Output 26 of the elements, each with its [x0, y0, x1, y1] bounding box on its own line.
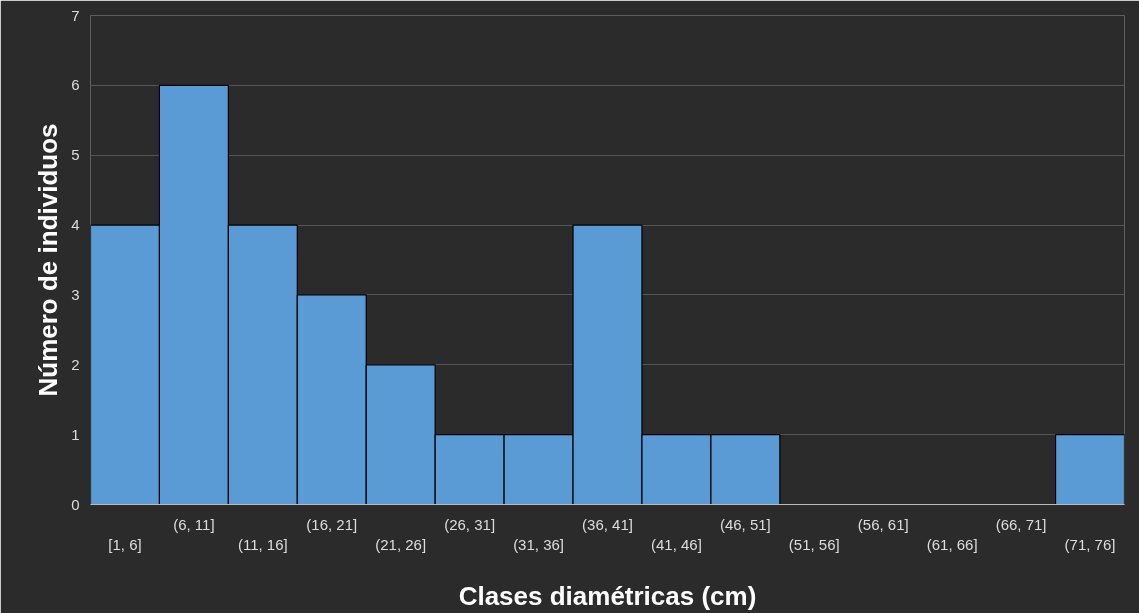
x-tick-label: (61, 66]	[926, 535, 978, 553]
x-tick-label: (6, 11]	[173, 515, 215, 533]
y-axis-title: Número de individuos	[33, 123, 64, 397]
y-tick-label: 2	[71, 355, 80, 373]
x-tick-label: (21, 26]	[375, 535, 427, 553]
bar	[1054, 434, 1125, 505]
y-tick-label: 1	[71, 425, 80, 443]
x-tick-label: (66, 71]	[995, 515, 1047, 533]
x-tick-label: (51, 56]	[788, 535, 840, 553]
x-tick-label: (11, 16]	[237, 535, 288, 553]
x-tick-label: (41, 46]	[651, 535, 702, 553]
x-tick-label: (46, 51]	[719, 515, 771, 533]
y-tick-label: 0	[71, 495, 80, 513]
x-tick-label: (31, 36]	[513, 535, 565, 553]
y-tick-label: 3	[71, 285, 80, 303]
x-tick-label: [1, 6]	[108, 535, 142, 553]
x-tick-label: (26, 31]	[444, 515, 496, 533]
y-tick-label: 4	[71, 216, 80, 234]
y-tick-label: 6	[71, 76, 80, 94]
x-tick-label: (56, 61]	[857, 515, 909, 533]
x-tick-label: (36, 41]	[582, 515, 633, 533]
x-tick-label: (16, 21]	[306, 515, 358, 533]
y-tick-label: 5	[71, 146, 80, 164]
y-tick-label: 7	[71, 6, 80, 24]
x-tick-label: (71, 76]	[1064, 535, 1116, 553]
x-axis-title: Clases diamétricas (cm)	[458, 580, 757, 611]
